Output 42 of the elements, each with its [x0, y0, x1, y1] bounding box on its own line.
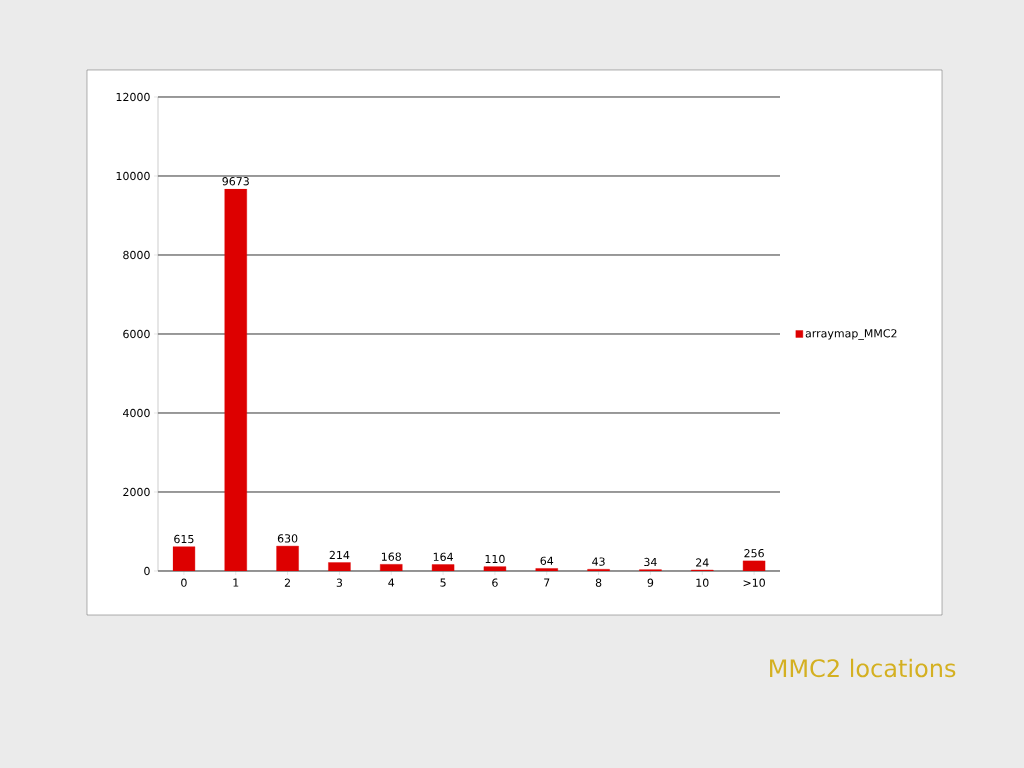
- bar: [380, 564, 403, 571]
- y-tick-label: 2000: [123, 487, 150, 497]
- data-label: 64: [540, 556, 554, 565]
- data-label: 34: [644, 557, 657, 567]
- x-tick-label: 7: [544, 578, 550, 587]
- bar: [483, 566, 507, 571]
- data-label: 615: [174, 534, 194, 544]
- bar: [431, 564, 455, 571]
- data-label: 164: [433, 552, 453, 561]
- y-tick-label: 0: [144, 566, 150, 576]
- x-tick-label: 0: [181, 578, 187, 587]
- y-tick-label: 10000: [116, 171, 150, 181]
- x-tick-label: 3: [336, 578, 343, 587]
- x-tick-label: 9: [647, 578, 654, 587]
- x-tick-label: 6: [492, 578, 498, 587]
- y-tick-label: 12000: [116, 92, 150, 102]
- data-label: 630: [277, 534, 298, 543]
- bar: [328, 562, 351, 571]
- x-tick-label: 8: [595, 578, 602, 587]
- text: MMC2 locations: [770, 658, 956, 678]
- x-tick-label: 5: [440, 578, 446, 587]
- x-tick-label: 2: [284, 578, 290, 587]
- y-tick-label: 4000: [123, 408, 150, 418]
- data-label: 9673: [222, 177, 249, 186]
- legend-label: arraymap_MMC2: [805, 329, 897, 340]
- data-label: 256: [744, 549, 764, 558]
- x-tick-label: 1: [233, 578, 239, 587]
- y-tick-label: 6000: [123, 329, 150, 339]
- x-tick-label: 10: [696, 578, 709, 587]
- bar: [172, 546, 196, 571]
- x-tick-label: >10: [743, 578, 765, 587]
- x-tick-label: 4: [388, 578, 395, 587]
- bar: [535, 568, 558, 571]
- data-label: 214: [329, 550, 350, 560]
- bar: [742, 560, 766, 571]
- y-tick-label: 8000: [123, 250, 150, 260]
- bar: [224, 188, 247, 571]
- data-label: 110: [485, 554, 505, 564]
- data-label: 168: [381, 552, 401, 561]
- data-label: 43: [592, 557, 605, 566]
- bar: [276, 545, 299, 571]
- data-label: 24: [696, 558, 709, 567]
